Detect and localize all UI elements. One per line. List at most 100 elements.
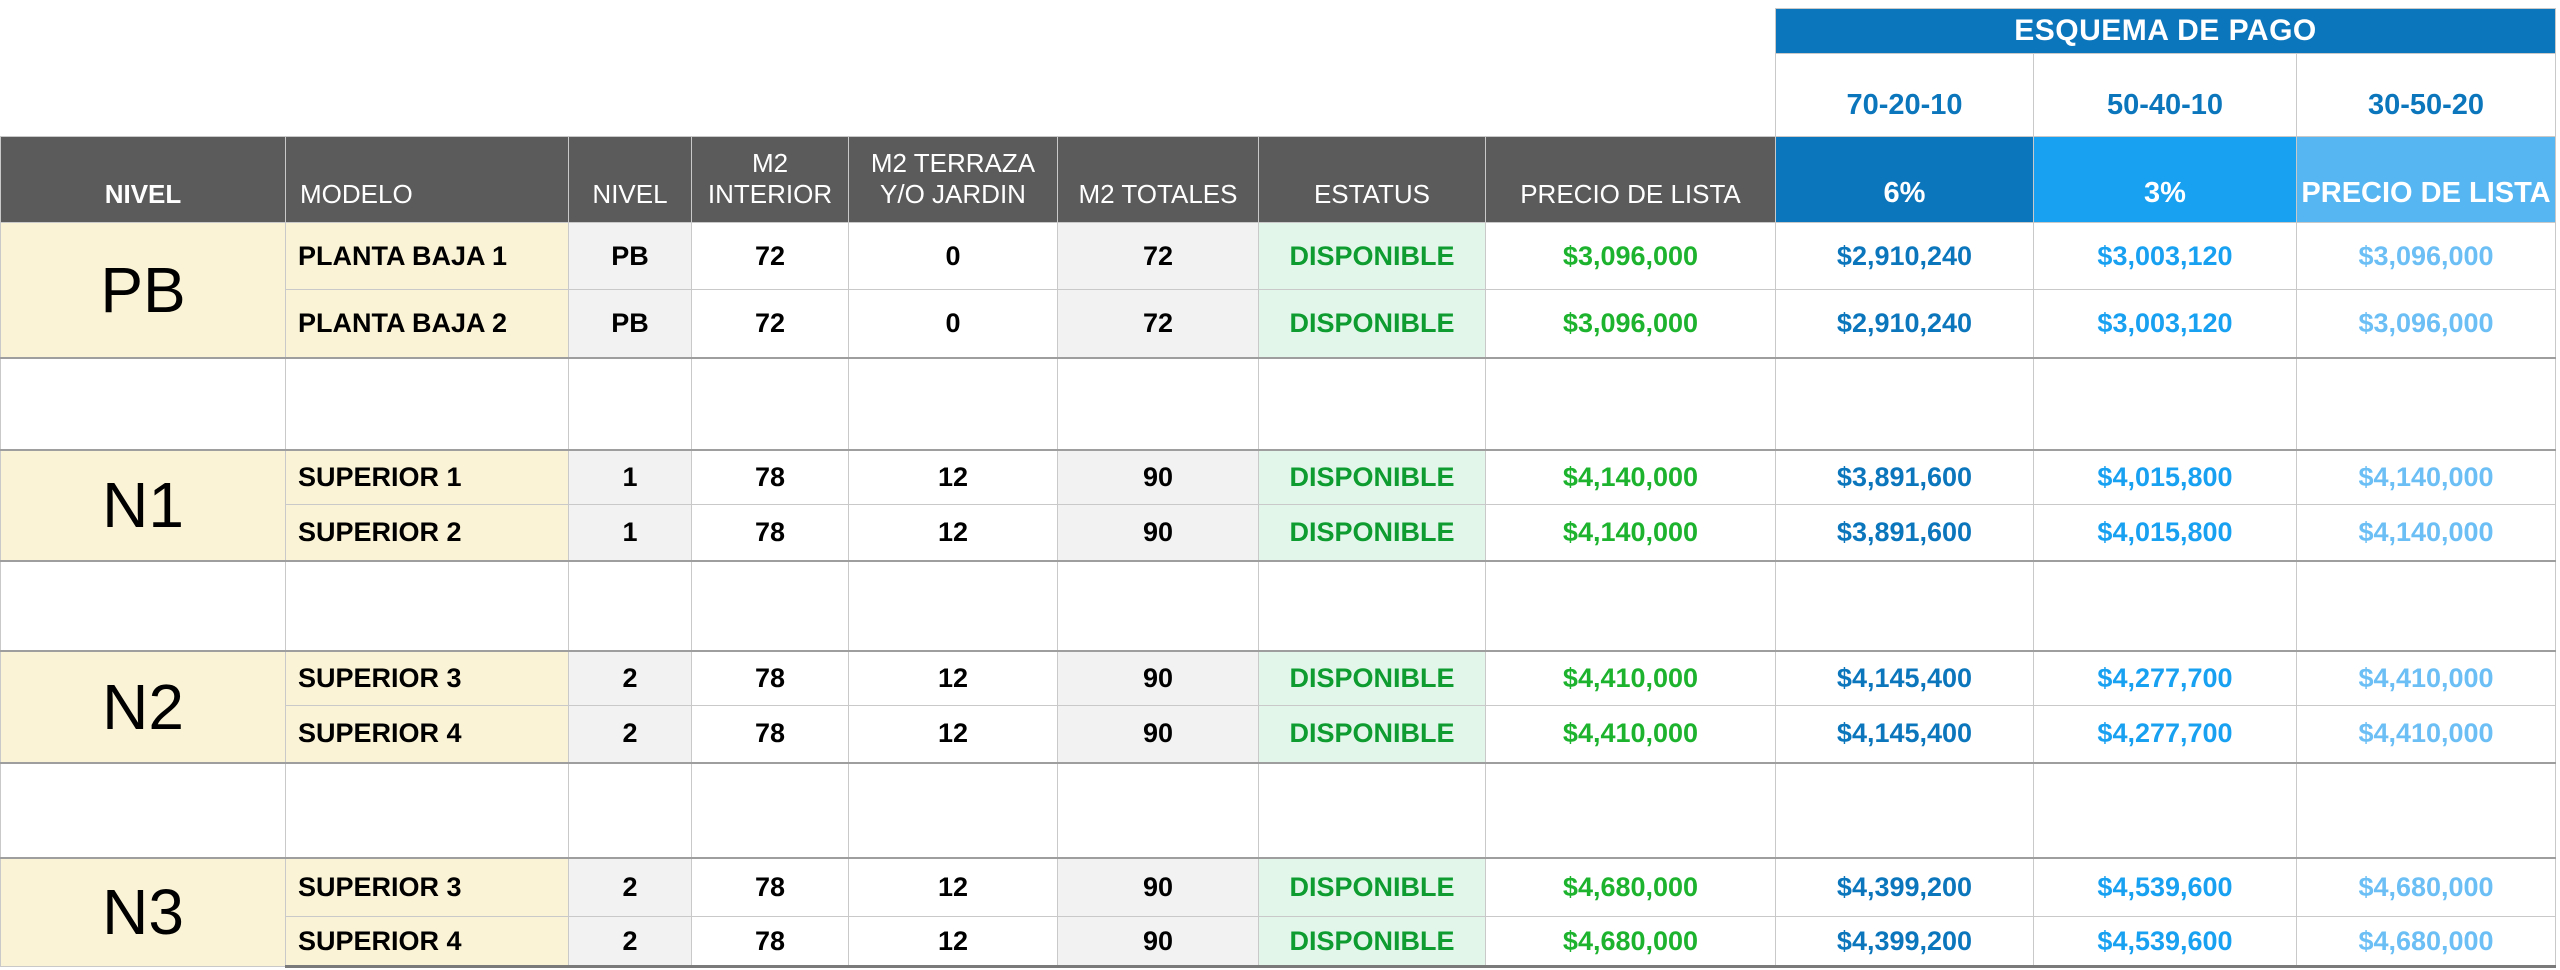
cell-precio-50-40-10: $4,015,800 bbox=[2033, 504, 2297, 561]
status-badge: DISPONIBLE bbox=[1258, 222, 1486, 290]
cell-modelo: SUPERIOR 3 bbox=[285, 857, 569, 917]
cell-precio-lista: $4,140,000 bbox=[1485, 504, 1776, 561]
cell-m2-terraza: 0 bbox=[848, 222, 1058, 290]
cell-nivel: 2 bbox=[568, 705, 692, 763]
cell-precio-70-20-10: $3,891,600 bbox=[1775, 504, 2034, 561]
cell-m2-interior: 78 bbox=[691, 504, 849, 561]
cell-nivel: 1 bbox=[568, 449, 692, 505]
cell-nivel: 2 bbox=[568, 857, 692, 917]
spacer-cell bbox=[0, 356, 286, 451]
cell-precio-50-40-10: $3,003,120 bbox=[2033, 289, 2297, 358]
col-header-m2-interior: M2 INTERIOR bbox=[691, 136, 849, 223]
table-row: PB PLANTA BAJA 1 PB 72 0 72 DISPONIBLE $… bbox=[0, 222, 2557, 358]
cell-m2-interior: 78 bbox=[691, 705, 849, 763]
cell-m2-terraza: 12 bbox=[848, 650, 1058, 706]
cell-precio-50-40-10: $3,003,120 bbox=[2033, 222, 2297, 290]
status-badge: DISPONIBLE bbox=[1258, 449, 1486, 505]
spacer-cell bbox=[2295, 761, 2557, 859]
cell-precio-lista: $4,410,000 bbox=[1485, 650, 1776, 706]
cell-m2-totales: 90 bbox=[1057, 916, 1259, 968]
cell-m2-interior: 78 bbox=[691, 857, 849, 917]
cell-precio-50-40-10: $4,015,800 bbox=[2033, 449, 2297, 505]
cell-precio-lista: $4,680,000 bbox=[1485, 857, 1776, 917]
cell-precio-50-40-10: $4,277,700 bbox=[2033, 650, 2297, 706]
cell-precio-50-40-10: $4,539,600 bbox=[2033, 916, 2297, 968]
spacer-row bbox=[0, 761, 2557, 859]
cell-m2-totales: 90 bbox=[1057, 504, 1259, 561]
cell-precio-70-20-10: $2,910,240 bbox=[1775, 222, 2034, 290]
spacer-cell bbox=[1258, 761, 1486, 859]
status-badge: DISPONIBLE bbox=[1258, 705, 1486, 763]
cell-precio-lista: $3,096,000 bbox=[1485, 289, 1776, 358]
cell-precio-70-20-10: $3,891,600 bbox=[1775, 449, 2034, 505]
spacer-cell bbox=[848, 559, 1058, 652]
spacer-cell bbox=[1485, 559, 1776, 652]
cell-m2-terraza: 12 bbox=[848, 857, 1058, 917]
spacer-cell bbox=[1258, 559, 1486, 652]
spacer-cell bbox=[691, 356, 849, 451]
table-row: PLANTA BAJA 2 PB 72 0 72 DISPONIBLE $3,0… bbox=[1, 289, 2557, 358]
spacer-cell bbox=[1775, 356, 2034, 451]
spacer-cell bbox=[1485, 356, 1776, 451]
cell-m2-interior: 78 bbox=[691, 449, 849, 505]
status-badge: DISPONIBLE bbox=[1258, 289, 1486, 358]
col-header-modelo: MODELO bbox=[285, 136, 569, 223]
pricing-table: ESQUEMA DE PAGO 70-20-10 50-40-10 30-50-… bbox=[0, 8, 2557, 968]
col-header-precio-lista-blue: PRECIO DE LISTA bbox=[2295, 136, 2557, 223]
spacer-row bbox=[0, 356, 2557, 451]
cell-nivel: 2 bbox=[568, 916, 692, 968]
table-row: N2 SUPERIOR 3 2 78 12 90 DISPONIBLE $4,4… bbox=[0, 650, 2557, 763]
spacer-cell bbox=[848, 761, 1058, 859]
cell-precio-lista: $3,096,000 bbox=[1485, 222, 1776, 290]
spacer-cell bbox=[848, 356, 1058, 451]
spacer-cell bbox=[1775, 761, 2034, 859]
cell-modelo: SUPERIOR 1 bbox=[285, 449, 569, 505]
spacer-cell bbox=[0, 559, 286, 652]
spacer-cell bbox=[2033, 356, 2297, 451]
spacer-cell bbox=[1057, 761, 1259, 859]
spacer-cell bbox=[2295, 356, 2557, 451]
cell-nivel: 2 bbox=[568, 650, 692, 706]
payment-scheme-title: ESQUEMA DE PAGO bbox=[1774, 8, 2557, 54]
cell-precio-70-20-10: $4,399,200 bbox=[1775, 916, 2034, 968]
spacer-cell bbox=[1057, 356, 1259, 451]
scheme-labels-row: 70-20-10 50-40-10 30-50-20 bbox=[0, 53, 2557, 137]
cell-modelo: SUPERIOR 4 bbox=[285, 916, 569, 968]
col-header-estatus: ESTATUS bbox=[1258, 136, 1486, 223]
cell-m2-totales: 72 bbox=[1057, 222, 1259, 290]
cell-precio-30-50-20: $4,140,000 bbox=[2295, 504, 2557, 561]
cell-nivel: 1 bbox=[568, 504, 692, 561]
empty-area bbox=[0, 53, 1776, 137]
cell-precio-50-40-10: $4,539,600 bbox=[2033, 857, 2297, 917]
cell-precio-30-50-20: $4,410,000 bbox=[2295, 705, 2557, 763]
cell-precio-70-20-10: $4,145,400 bbox=[1775, 705, 2034, 763]
cell-precio-lista: $4,680,000 bbox=[1485, 916, 1776, 968]
spacer-cell bbox=[285, 356, 569, 451]
col-header-discount-6: 6% bbox=[1775, 136, 2034, 223]
col-header-nivel: NIVEL bbox=[568, 136, 692, 223]
cell-modelo: SUPERIOR 4 bbox=[285, 705, 569, 763]
spacer-cell bbox=[0, 761, 286, 859]
cell-m2-terraza: 0 bbox=[848, 289, 1058, 358]
column-header-row: NIVEL MODELO NIVEL M2 INTERIOR M2 TERRAZ… bbox=[0, 136, 2557, 223]
cell-m2-interior: 72 bbox=[691, 222, 849, 290]
table-row: N3 SUPERIOR 3 2 78 12 90 DISPONIBLE $4,6… bbox=[0, 857, 2557, 967]
cell-precio-70-20-10: $2,910,240 bbox=[1775, 289, 2034, 358]
empty-area bbox=[0, 8, 1776, 54]
cell-precio-30-50-20: $4,680,000 bbox=[2295, 916, 2557, 968]
status-badge: DISPONIBLE bbox=[1258, 650, 1486, 706]
cell-m2-terraza: 12 bbox=[848, 449, 1058, 505]
cell-precio-30-50-20: $3,096,000 bbox=[2295, 222, 2557, 290]
cell-m2-totales: 90 bbox=[1057, 449, 1259, 505]
table-row: SUPERIOR 4 2 78 12 90 DISPONIBLE $4,410,… bbox=[1, 705, 2557, 763]
level-group-label: N2 bbox=[0, 650, 286, 763]
cell-precio-50-40-10: $4,277,700 bbox=[2033, 705, 2297, 763]
level-group-label: N1 bbox=[0, 449, 286, 561]
col-header-precio-lista: PRECIO DE LISTA bbox=[1485, 136, 1776, 223]
spacer-cell bbox=[1258, 356, 1486, 451]
cell-modelo: PLANTA BAJA 2 bbox=[285, 289, 569, 358]
cell-modelo: SUPERIOR 3 bbox=[285, 650, 569, 706]
spacer-cell bbox=[1775, 559, 2034, 652]
cell-m2-terraza: 12 bbox=[848, 705, 1058, 763]
spacer-row bbox=[0, 559, 2557, 652]
